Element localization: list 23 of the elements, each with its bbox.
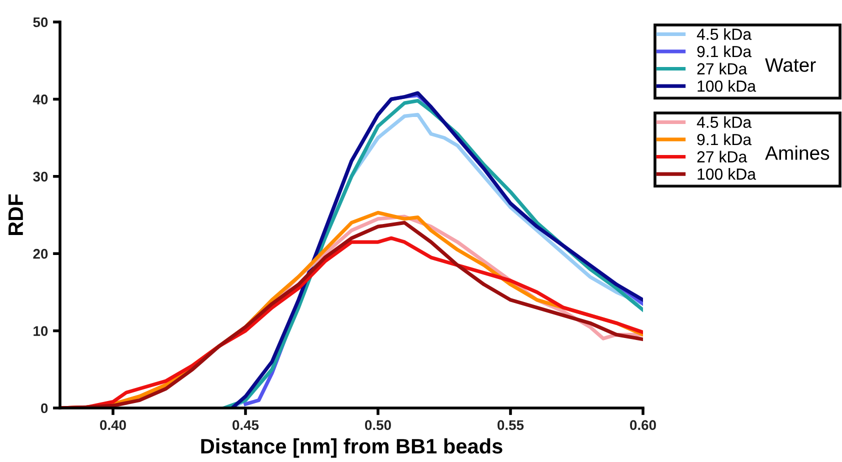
y-tick-label: 40 <box>32 94 48 104</box>
x-axis-title: Distance [nm] from BB1 beads <box>201 438 502 458</box>
text: Amines <box>765 146 830 160</box>
legend-label: 27 kDa <box>697 150 748 162</box>
y-tick-label: 10 <box>34 326 48 336</box>
x-tick-label: 0.50 <box>365 420 391 430</box>
legend-label: 9.1 kDa <box>697 45 752 58</box>
y-tick-label: 30 <box>33 172 48 182</box>
y-tick-label: 0 <box>41 403 48 414</box>
y-axis-title: RDF <box>8 194 23 236</box>
x-tick-label: 0.40 <box>100 420 126 430</box>
x-tick-label: 0.55 <box>498 420 524 430</box>
x-tick-label: 0.45 <box>232 420 259 430</box>
legend-label: 4.5 kDa <box>696 28 752 40</box>
legend-label: 9.1 kDa <box>697 133 752 146</box>
x-tick-label: 0.60 <box>630 420 656 430</box>
legend-label: 4.5 kDa <box>696 116 752 128</box>
y-tick-label: 20 <box>33 248 48 259</box>
legend-label: 100 kDa <box>698 168 756 180</box>
text: Water <box>765 58 816 72</box>
legend-label: 27 kDa <box>697 62 748 74</box>
y-tick-label: 50 <box>33 17 48 28</box>
legend-label: 100 kDa <box>698 80 756 92</box>
